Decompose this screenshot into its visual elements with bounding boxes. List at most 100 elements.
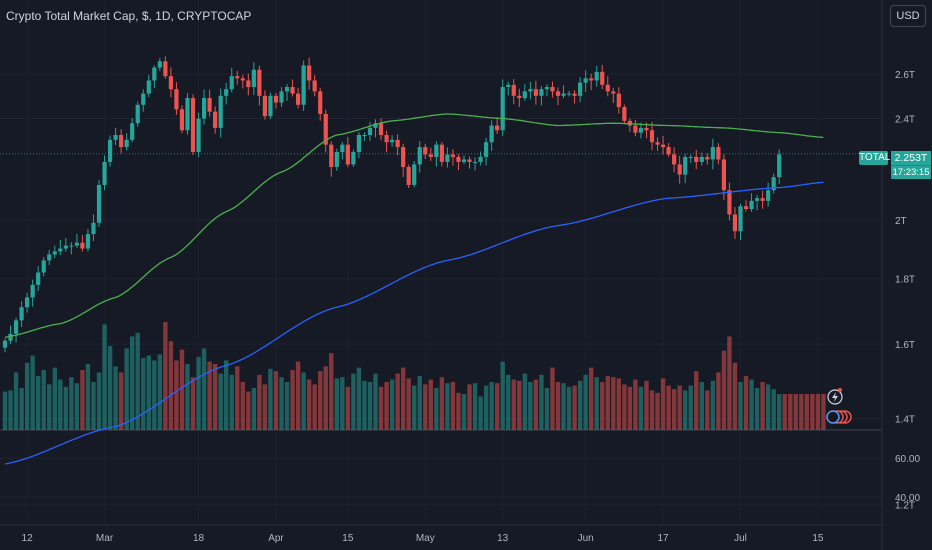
candle-body [301,65,306,105]
volume-bar [284,382,290,430]
price-tick-label: 1.2T [895,500,915,511]
volume-bar [74,383,80,430]
candle-body [63,245,68,249]
volume-bar [235,366,240,430]
price-tick-label: 2T [895,216,907,227]
volume-bar [96,372,102,430]
candle-body [660,144,666,148]
candle-body [174,89,179,110]
candle-body [721,159,726,191]
candle-body [146,80,151,94]
candle-body [766,190,771,201]
candle-body [80,242,85,249]
time-tick-label: 13 [497,533,509,544]
volume-bar [694,371,699,430]
candle-body [91,222,96,235]
volume-bar [555,382,561,430]
volume-bar [478,396,483,430]
volume-bar [577,380,583,430]
time-axis[interactable]: 12 Mar 18 Apr 15 May 13 Jun 17 Jul 15 [22,533,824,544]
volume-tick-label: 40.00 [895,493,920,504]
currency-button[interactable]: USD [890,5,926,27]
volume-bar [13,372,19,430]
volume-bar [174,360,179,430]
volume-bar [351,373,356,430]
volume-bar [511,379,516,430]
candle-body [467,159,472,162]
volume-bar [777,394,782,430]
candle-body [329,144,334,167]
volume-bar [246,391,251,430]
candle-body [550,86,555,92]
volume-bars [2,322,826,430]
candle-body [141,93,146,105]
candle-body [307,65,312,81]
candle-body [240,78,245,81]
candle-body [539,89,544,96]
candle-body [378,123,384,136]
time-tick-label: 15 [812,533,824,544]
candle-body [423,147,428,155]
candle-body [179,109,185,131]
volume-bar [522,373,528,430]
price-axis[interactable]: 2.6T 2.4T 2T 1.8T 1.6T 1.4T 1.2T 60.00 40.00 [895,70,920,511]
candle-body [760,198,765,201]
volume-bar [483,385,489,430]
time-tick-label: Jun [578,533,594,544]
candle-body [417,147,422,165]
chart-title[interactable]: Crypto Total Market Cap, $, 1D, CRYPTOCA… [6,9,252,23]
candle-body [705,156,710,160]
event-marker-icon[interactable] [826,410,840,424]
lightning-icon[interactable] [827,389,843,405]
candle-body [611,91,616,94]
price-tick-label: 2.4T [895,115,915,126]
ma-long-line [4,181,824,465]
volume-bar [494,383,500,430]
lightning-icon-glyph [832,392,838,402]
candle-body [323,113,328,145]
volume-bar [500,361,505,430]
volume-bar [52,367,57,430]
candle-body [107,139,113,162]
candle-body [257,69,262,96]
volume-bar [229,374,234,430]
volume-bar [102,324,107,430]
candle-body [135,104,140,124]
candle-body [771,177,776,191]
volume-bar [362,380,367,430]
volume-bar [207,361,212,430]
volume-bar [644,380,649,430]
candle-body [450,154,456,157]
candle-body [13,320,19,334]
volume-bar [710,380,716,430]
candle-body [506,84,511,87]
volume-bar [732,362,738,430]
price-tick-label: 2.6T [895,70,915,81]
volume-bar [660,378,666,430]
volume-bar [279,377,284,430]
volume-bar [30,355,35,430]
candle-body [74,242,79,246]
volume-bar [378,386,384,430]
candle-body [461,159,467,162]
candle-body [727,190,732,215]
volume-bar [124,348,129,430]
candle-body [677,164,682,175]
candle-body [124,139,129,148]
candle-body [85,234,91,249]
volume-bar [799,394,804,430]
candle-body [185,98,190,131]
volume-bar [47,384,52,430]
volume-bar [821,394,826,430]
candle-body [743,206,749,209]
candle-body [213,111,218,128]
candle-body [412,164,417,185]
bar-countdown: 17:23:15 [891,165,931,179]
volume-bar [810,394,815,430]
volume-bar [583,374,588,430]
price-candles [2,56,782,353]
candle-body [318,91,323,114]
candle-body [30,284,35,298]
candle-body [672,154,677,165]
